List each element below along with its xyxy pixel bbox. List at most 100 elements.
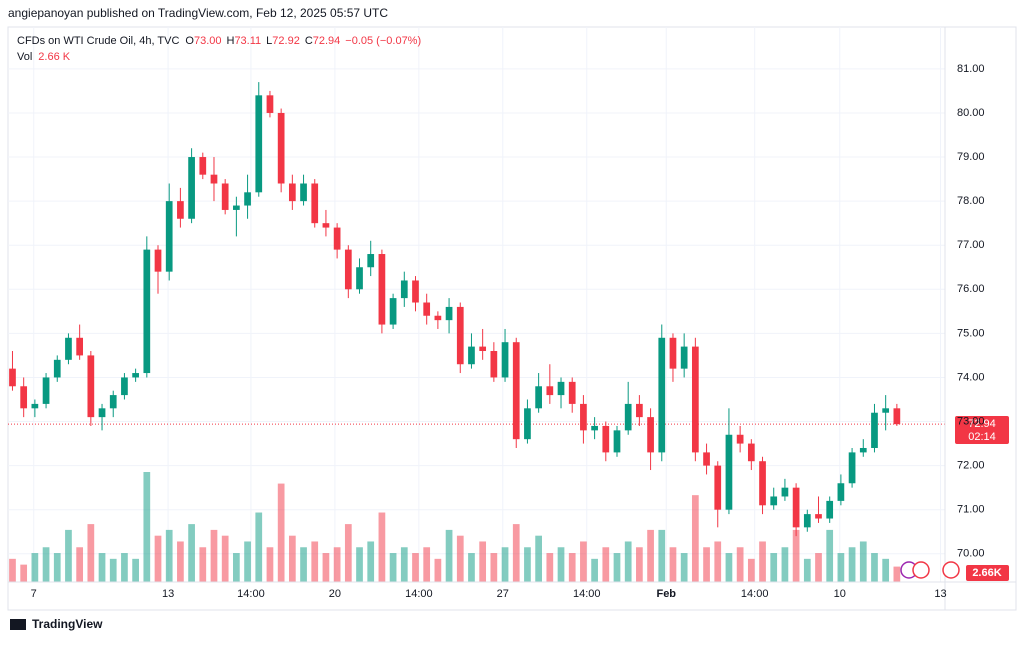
volume-bar xyxy=(770,553,778,582)
candle-body xyxy=(42,377,50,404)
candle-body xyxy=(434,315,442,321)
candle-body xyxy=(557,381,565,396)
candle-body xyxy=(87,355,95,418)
x-tick-label: 14:00 xyxy=(237,588,265,600)
volume-bar xyxy=(691,495,699,582)
volume-bar xyxy=(524,547,531,582)
candle-body xyxy=(669,337,677,369)
candle-body xyxy=(154,249,162,272)
candle-body xyxy=(311,183,319,224)
candle-body xyxy=(389,298,397,325)
frame xyxy=(7,26,1017,611)
candle-body xyxy=(703,452,710,466)
volume-bar xyxy=(300,547,307,582)
candle-body xyxy=(747,443,755,462)
volume-bar xyxy=(400,547,408,582)
h-val: 73.11 xyxy=(234,35,261,47)
y-tick-label: 78.00 xyxy=(957,195,985,207)
y-tick-label: 70.00 xyxy=(957,548,985,560)
volume-bar xyxy=(546,553,554,582)
candle-body xyxy=(367,254,375,268)
y-tick-label: 79.00 xyxy=(957,151,985,163)
x-tick-label: 14:00 xyxy=(405,588,433,600)
candle-body xyxy=(882,408,890,413)
volume-bar xyxy=(893,566,901,582)
candle-body xyxy=(300,183,307,202)
candle-body xyxy=(658,337,666,453)
candle-body xyxy=(848,452,856,484)
volume-bar xyxy=(859,541,867,582)
candle-body xyxy=(322,223,330,228)
candle-body xyxy=(98,408,106,418)
c-key: C xyxy=(305,35,313,47)
y-tick-label: 80.00 xyxy=(957,107,985,119)
volume-bar xyxy=(557,547,565,582)
volume-bar xyxy=(277,483,285,582)
volume-bar xyxy=(20,564,28,582)
candle-body xyxy=(221,183,229,210)
candle-body xyxy=(568,381,576,404)
volume-bar xyxy=(288,535,296,582)
volume-bar xyxy=(636,547,643,582)
grid xyxy=(8,27,945,582)
candle-body xyxy=(20,386,28,409)
volume-bar xyxy=(87,524,95,582)
candle-body xyxy=(736,434,744,444)
volume-bar xyxy=(154,535,162,582)
candle-body xyxy=(121,377,128,396)
volume-bar xyxy=(669,547,677,582)
header: angiepanoyan published on TradingView.co… xyxy=(8,6,388,20)
volume-bar xyxy=(9,558,16,582)
volume-bar xyxy=(188,524,195,582)
candle-body xyxy=(691,346,699,453)
volume-bar xyxy=(121,553,128,582)
candle-body xyxy=(288,183,296,202)
candle-body xyxy=(468,346,475,365)
candle-body xyxy=(31,403,39,409)
event-icon xyxy=(912,561,930,579)
volume-bar xyxy=(378,512,386,582)
candle-body xyxy=(781,487,789,497)
volume-bar xyxy=(658,529,666,582)
candle-body xyxy=(815,514,822,519)
volume-bar xyxy=(759,541,766,582)
candle-body xyxy=(177,201,184,219)
candle-body xyxy=(333,227,341,250)
candle-body xyxy=(244,192,251,206)
flags xyxy=(900,561,960,579)
y-tick-label: 77.00 xyxy=(957,239,985,251)
volume-bar xyxy=(423,547,431,582)
candle-body xyxy=(165,201,173,272)
candle-body xyxy=(602,425,610,453)
logo-icon xyxy=(10,619,26,630)
candle-body xyxy=(233,205,240,210)
x-tick-label: Feb xyxy=(656,588,676,600)
candle-body xyxy=(199,157,207,175)
volume-bar xyxy=(434,558,442,582)
candle-body xyxy=(188,157,195,219)
candle-body xyxy=(356,267,363,290)
volume-label-box xyxy=(966,565,1009,581)
volume-bar xyxy=(389,553,397,582)
volume-bar xyxy=(781,547,789,582)
volume-bar xyxy=(490,553,498,582)
volume-bar xyxy=(703,547,710,582)
candle-body xyxy=(266,95,274,113)
volume-bar xyxy=(199,547,207,582)
symbol: CFDs on WTI Crude Oil, 4h, TVC xyxy=(17,35,179,47)
volume-bar xyxy=(456,535,464,582)
o-key: O xyxy=(185,35,194,47)
y-tick-label: 72.00 xyxy=(957,460,985,472)
logo: TradingView xyxy=(10,617,103,631)
vol-val: 2.66 K xyxy=(38,51,70,63)
price-label-box xyxy=(955,416,1009,444)
volume-bar xyxy=(412,553,419,582)
volume-bar xyxy=(356,547,363,582)
x-tick-label: 14:00 xyxy=(741,588,769,600)
volume-bar xyxy=(535,535,542,582)
volume-bar xyxy=(255,512,263,582)
volume-bar xyxy=(871,553,878,582)
candle-body xyxy=(109,395,117,409)
volume-bar xyxy=(591,558,598,582)
